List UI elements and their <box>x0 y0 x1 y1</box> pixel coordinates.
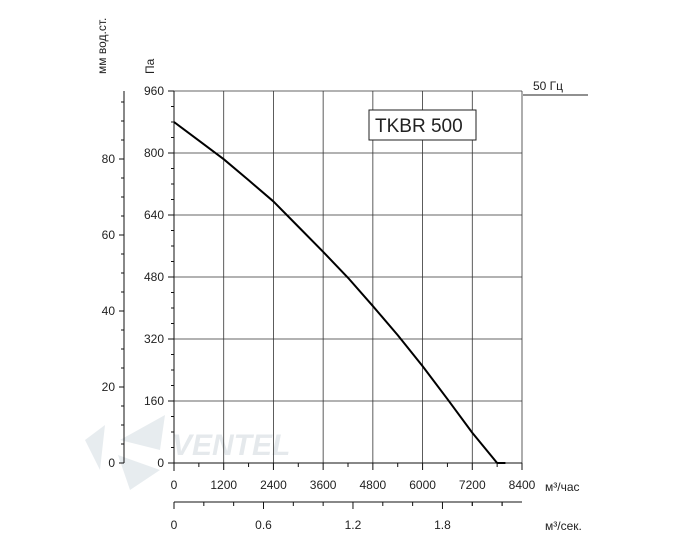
y-inner-tick-label: 800 <box>144 146 164 160</box>
legend-label: 50 Гц <box>533 79 563 93</box>
x-primary-tick-label: 4800 <box>360 478 387 492</box>
x-primary-tick-label: 2400 <box>260 478 287 492</box>
y-outer-tick-label: 60 <box>102 228 116 242</box>
chart-axes <box>123 91 522 503</box>
legend: 50 Гц <box>523 79 588 96</box>
model-label-box: TKBR 500 <box>368 109 477 141</box>
y-outer-tick-label: 80 <box>102 152 116 166</box>
model-label: TKBR 500 <box>375 116 463 137</box>
y-inner-tick-label: 320 <box>144 332 164 346</box>
y-inner-tick-label: 640 <box>144 208 164 222</box>
x-primary-tick-label: 6000 <box>409 478 436 492</box>
x-secondary-tick-label: 0 <box>171 518 178 532</box>
y-outer-axis-title: мм вод.ст. <box>95 18 109 74</box>
x-secondary-axis-title: м³/сек. <box>545 519 582 533</box>
chart-grid <box>174 90 523 463</box>
series-line-50hz <box>173 121 506 464</box>
x-primary-tick-label: 8400 <box>509 478 536 492</box>
y-inner-tick-label: 960 <box>144 84 164 98</box>
y-inner-tick-label: 160 <box>144 394 164 408</box>
y-outer-tick-label: 0 <box>108 456 115 470</box>
y-outer-tick-label: 20 <box>102 380 116 394</box>
y-inner-tick-label: 0 <box>157 456 164 470</box>
y-inner-tick-label: 480 <box>144 270 164 284</box>
x-secondary-tick-label: 0.6 <box>255 518 272 532</box>
x-secondary-tick-label: 1.8 <box>434 518 451 532</box>
chart-series <box>173 121 506 464</box>
ventel-watermark: VENTEL <box>85 415 290 490</box>
x-secondary-tick-label: 1.2 <box>345 518 362 532</box>
y-inner-axis-title: Па <box>143 58 157 74</box>
x-primary-axis-title: м³/час <box>545 480 580 494</box>
x-primary-tick-label: 3600 <box>310 478 337 492</box>
watermark-fan-logo <box>85 415 165 490</box>
x-primary-tick-label: 7200 <box>459 478 486 492</box>
watermark-text: VENTEL <box>172 429 290 462</box>
y-outer-tick-label: 40 <box>102 304 116 318</box>
x-primary-tick-label: 0 <box>171 478 178 492</box>
x-primary-tick-label: 1200 <box>210 478 237 492</box>
